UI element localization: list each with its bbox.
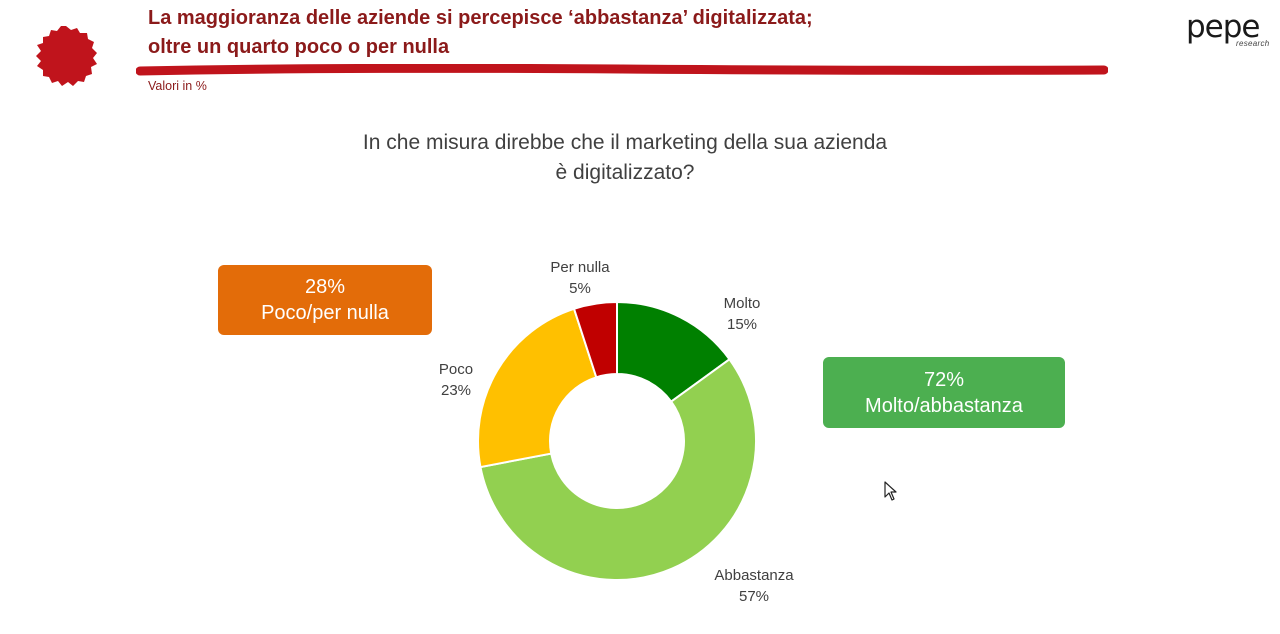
callout-poco-per-nulla: 28% Poco/per nulla bbox=[218, 265, 432, 335]
question-line1: In che misura direbbe che il marketing d… bbox=[362, 131, 888, 154]
slide-title: La maggioranza delle aziende si percepis… bbox=[148, 4, 1128, 62]
pepe-research-logo: pepe research bbox=[1186, 10, 1274, 54]
slice-category: Per nulla bbox=[550, 259, 610, 276]
mouse-cursor-icon bbox=[884, 481, 897, 501]
slice-label-molto: Molto 15% bbox=[712, 293, 772, 335]
slice-label-per-nulla: Per nulla 5% bbox=[540, 257, 620, 299]
logo-subtext: research bbox=[1236, 39, 1270, 48]
slice-category: Poco bbox=[438, 361, 474, 378]
logo-word: pepe bbox=[1186, 9, 1260, 45]
slice-value: 57% bbox=[738, 588, 770, 605]
slide-title-line2: oltre un quarto poco o per nulla bbox=[148, 36, 450, 58]
donut-slice-per-nulla bbox=[572, 300, 618, 379]
callout-right-value: 72% bbox=[923, 368, 965, 391]
slice-value: 15% bbox=[726, 316, 758, 333]
values-note: Valori in % bbox=[148, 79, 207, 93]
slice-category: Molto bbox=[723, 295, 761, 312]
slice-value: 23% bbox=[440, 382, 472, 399]
slice-label-abbastanza: Abbastanza 57% bbox=[706, 565, 802, 607]
donut-slice-poco bbox=[477, 307, 598, 469]
brand-blob-icon bbox=[36, 26, 97, 86]
callout-molto-abbastanza: 72% Molto/abbastanza bbox=[823, 357, 1065, 428]
donut-slice-abbastanza bbox=[479, 357, 757, 581]
title-underline bbox=[136, 64, 1108, 76]
slice-value: 5% bbox=[569, 280, 591, 297]
slice-category: Abbastanza bbox=[714, 567, 794, 584]
slide-title-line1: La maggioranza delle aziende si percepis… bbox=[148, 7, 813, 29]
survey-question: In che misura direbbe che il marketing d… bbox=[250, 128, 1000, 188]
callout-left-label: Poco/per nulla bbox=[261, 302, 389, 324]
callout-left-value: 28% bbox=[304, 276, 346, 298]
slice-label-poco: Poco 23% bbox=[430, 359, 482, 401]
question-line2: è digitalizzato? bbox=[555, 161, 695, 184]
callout-right-label: Molto/abbastanza bbox=[865, 394, 1023, 417]
